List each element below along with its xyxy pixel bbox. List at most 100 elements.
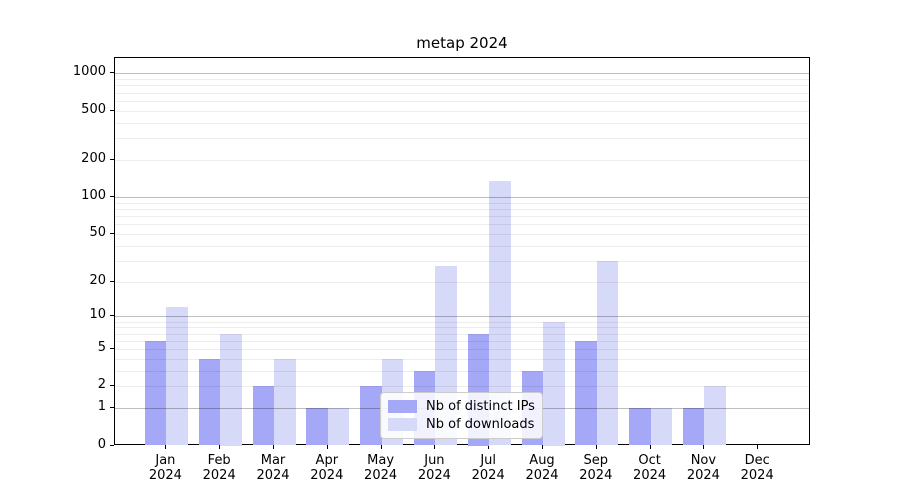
y-tick-label: 50 xyxy=(89,224,106,240)
x-tick-year: 2024 xyxy=(310,467,344,483)
grid-layer xyxy=(115,58,809,444)
x-tick-month: Dec xyxy=(744,452,770,468)
legend-swatch-distinct-ips xyxy=(388,400,417,413)
bar-downloads xyxy=(704,386,726,446)
bar-downloads xyxy=(489,180,511,446)
bar-distinct-ips xyxy=(682,408,705,446)
x-tick-label: Aug 2024 xyxy=(510,453,574,483)
x-tick xyxy=(219,445,221,449)
x-tick-year: 2024 xyxy=(525,467,559,483)
y-tick-label: 200 xyxy=(81,150,106,166)
legend-item-downloads: Nb of downloads xyxy=(388,417,535,432)
x-tick-label: Mar 2024 xyxy=(241,453,305,483)
x-tick-month: Nov xyxy=(690,452,717,468)
x-tick-year: 2024 xyxy=(148,467,182,483)
y-tick xyxy=(110,72,114,74)
legend-label-downloads: Nb of downloads xyxy=(426,417,535,432)
x-tick-month: Feb xyxy=(207,452,231,468)
bar-downloads xyxy=(596,260,619,446)
x-tick xyxy=(703,445,705,449)
y-tick-label: 0 xyxy=(97,436,106,452)
bar-distinct-ips xyxy=(575,340,597,446)
y-tick xyxy=(110,232,114,234)
bar-downloads xyxy=(220,333,242,446)
y-gridline-minor xyxy=(115,370,809,372)
bar-downloads xyxy=(543,321,565,446)
y-tick xyxy=(110,109,114,111)
x-tick-label: Jul 2024 xyxy=(456,453,520,483)
x-tick xyxy=(488,445,490,449)
y-tick-label: 1 xyxy=(97,399,106,415)
y-tick xyxy=(110,315,114,317)
bar-distinct-ips xyxy=(144,340,167,446)
y-gridline-minor xyxy=(115,349,809,350)
y-tick xyxy=(110,196,114,197)
x-tick-label: Jun 2024 xyxy=(402,453,466,483)
x-tick xyxy=(649,445,651,449)
y-gridline-minor xyxy=(115,340,809,342)
y-tick-label: 5 xyxy=(97,340,106,355)
x-tick-label: Apr 2024 xyxy=(295,453,359,483)
bar-downloads xyxy=(274,358,296,446)
y-gridline-minor xyxy=(115,110,809,112)
x-tick-year: 2024 xyxy=(686,467,720,483)
x-tick-year: 2024 xyxy=(256,467,290,483)
x-tick-month: Apr xyxy=(315,452,339,468)
y-gridline-major xyxy=(115,73,809,75)
y-gridline-minor xyxy=(115,159,809,161)
legend: Nb of distinct IPs Nb of downloads xyxy=(380,392,543,439)
x-tick-month: Jul xyxy=(480,452,497,468)
x-tick-year: 2024 xyxy=(471,467,505,483)
x-tick xyxy=(757,445,759,449)
x-tick-year: 2024 xyxy=(740,467,774,483)
y-tick-label: 500 xyxy=(81,101,106,117)
y-gridline-minor xyxy=(115,333,809,335)
bar-distinct-ips xyxy=(252,386,274,446)
y-gridline-minor xyxy=(115,138,809,140)
x-tick-label: Sep 2024 xyxy=(564,453,628,483)
x-tick-label: Dec 2024 xyxy=(725,453,789,483)
legend-item-distinct-ips: Nb of distinct IPs xyxy=(388,399,535,414)
x-tick xyxy=(380,445,382,449)
y-gridline-minor xyxy=(115,245,809,247)
bar-distinct-ips xyxy=(306,408,328,446)
y-gridline-minor xyxy=(115,327,809,329)
x-tick xyxy=(434,445,436,449)
y-tick xyxy=(110,280,114,282)
y-gridline-minor xyxy=(115,281,809,283)
x-tick xyxy=(595,445,597,449)
x-tick-label: May 2024 xyxy=(349,453,413,483)
x-tick-label: Nov 2024 xyxy=(671,453,735,483)
x-tick-month: Aug xyxy=(529,452,555,468)
legend-swatch-downloads xyxy=(388,418,417,431)
x-tick-year: 2024 xyxy=(633,467,667,483)
x-tick-month: Jan xyxy=(155,452,176,468)
y-tick-label: 10 xyxy=(89,307,106,323)
y-gridline-minor xyxy=(115,215,809,217)
y-tick-label: 100 xyxy=(81,188,106,203)
y-gridline-major xyxy=(115,316,809,318)
y-tick-label: 20 xyxy=(89,272,106,288)
x-tick-month: Sep xyxy=(583,452,609,468)
legend-label-distinct-ips: Nb of distinct IPs xyxy=(426,399,535,414)
x-tick-month: Oct xyxy=(638,452,661,468)
x-tick xyxy=(542,445,543,449)
y-tick xyxy=(110,348,114,349)
bar-downloads xyxy=(327,408,350,446)
x-tick xyxy=(326,445,328,449)
x-tick-year: 2024 xyxy=(579,467,613,483)
plot-area: Nb of distinct IPs Nb of downloads xyxy=(114,57,810,446)
x-tick-month: Jun xyxy=(424,452,445,468)
y-gridline-minor xyxy=(115,224,809,226)
y-gridline-minor xyxy=(115,202,809,204)
y-gridline-minor xyxy=(115,79,809,81)
bar-distinct-ips xyxy=(198,358,221,446)
x-tick-label: Oct 2024 xyxy=(618,453,682,483)
y-gridline-minor xyxy=(115,100,809,102)
y-gridline-minor xyxy=(115,260,809,262)
y-tick xyxy=(110,444,114,446)
x-tick-month: May xyxy=(367,452,395,468)
x-tick-year: 2024 xyxy=(417,467,451,483)
bar-downloads xyxy=(166,307,188,446)
